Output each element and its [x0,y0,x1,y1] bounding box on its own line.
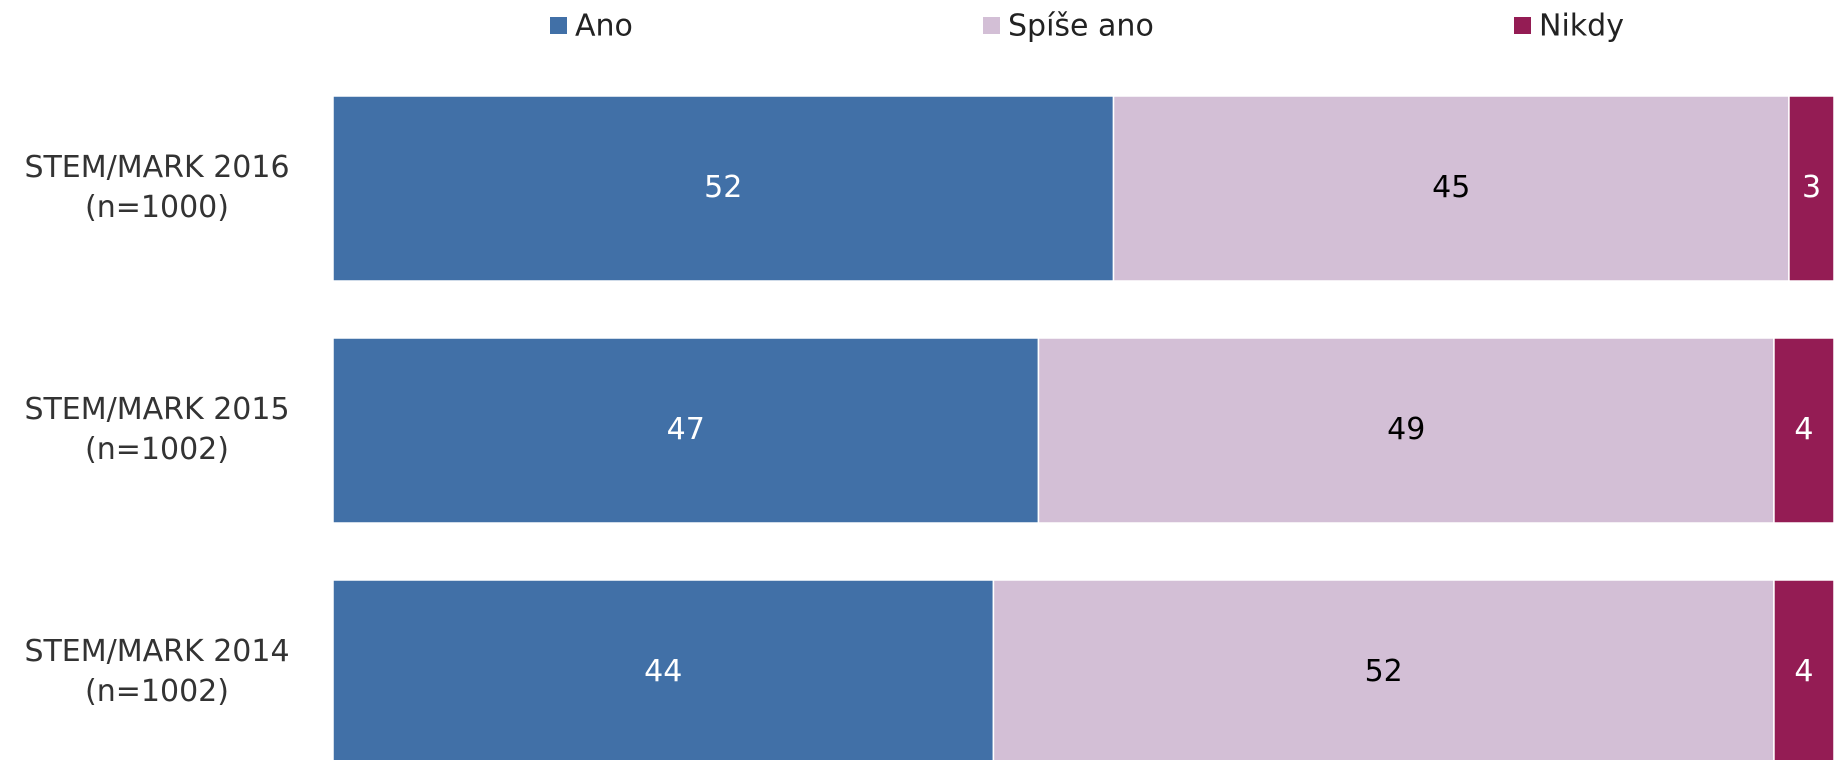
bar-segment [1037,337,1775,524]
legend-label: Spíše ano [1008,9,1154,44]
bar-segment [992,579,1775,760]
data-label: 52 [704,170,742,205]
legend-label: Nikdy [1539,9,1624,44]
bar-segment [332,95,1115,282]
bar-segment [1773,579,1835,760]
legend-swatch [550,17,567,34]
data-label: 4 [1794,654,1813,689]
bar-segment [1773,337,1835,524]
bar-segment [1112,95,1790,282]
legend-swatch [1514,17,1531,34]
y-tick-label: STEM/MARK 2016 [24,150,289,185]
data-label: 47 [667,412,705,447]
y-tick-label: (n=1000) [85,190,229,225]
data-label: 44 [644,654,682,689]
legend-swatch [983,17,1000,34]
legend-label: Ano [575,9,633,44]
bar-segment [332,337,1040,524]
y-tick-label: (n=1002) [85,674,229,709]
bar-segment [1788,95,1835,282]
data-label: 52 [1365,654,1403,689]
data-label: 49 [1387,412,1425,447]
y-tick-label: STEM/MARK 2014 [24,634,289,669]
data-label: 3 [1802,170,1821,205]
y-tick-label: STEM/MARK 2015 [24,392,289,427]
data-label: 45 [1432,170,1470,205]
y-tick-label: (n=1002) [85,432,229,467]
bar-segment [332,579,995,760]
data-label: 4 [1794,412,1813,447]
